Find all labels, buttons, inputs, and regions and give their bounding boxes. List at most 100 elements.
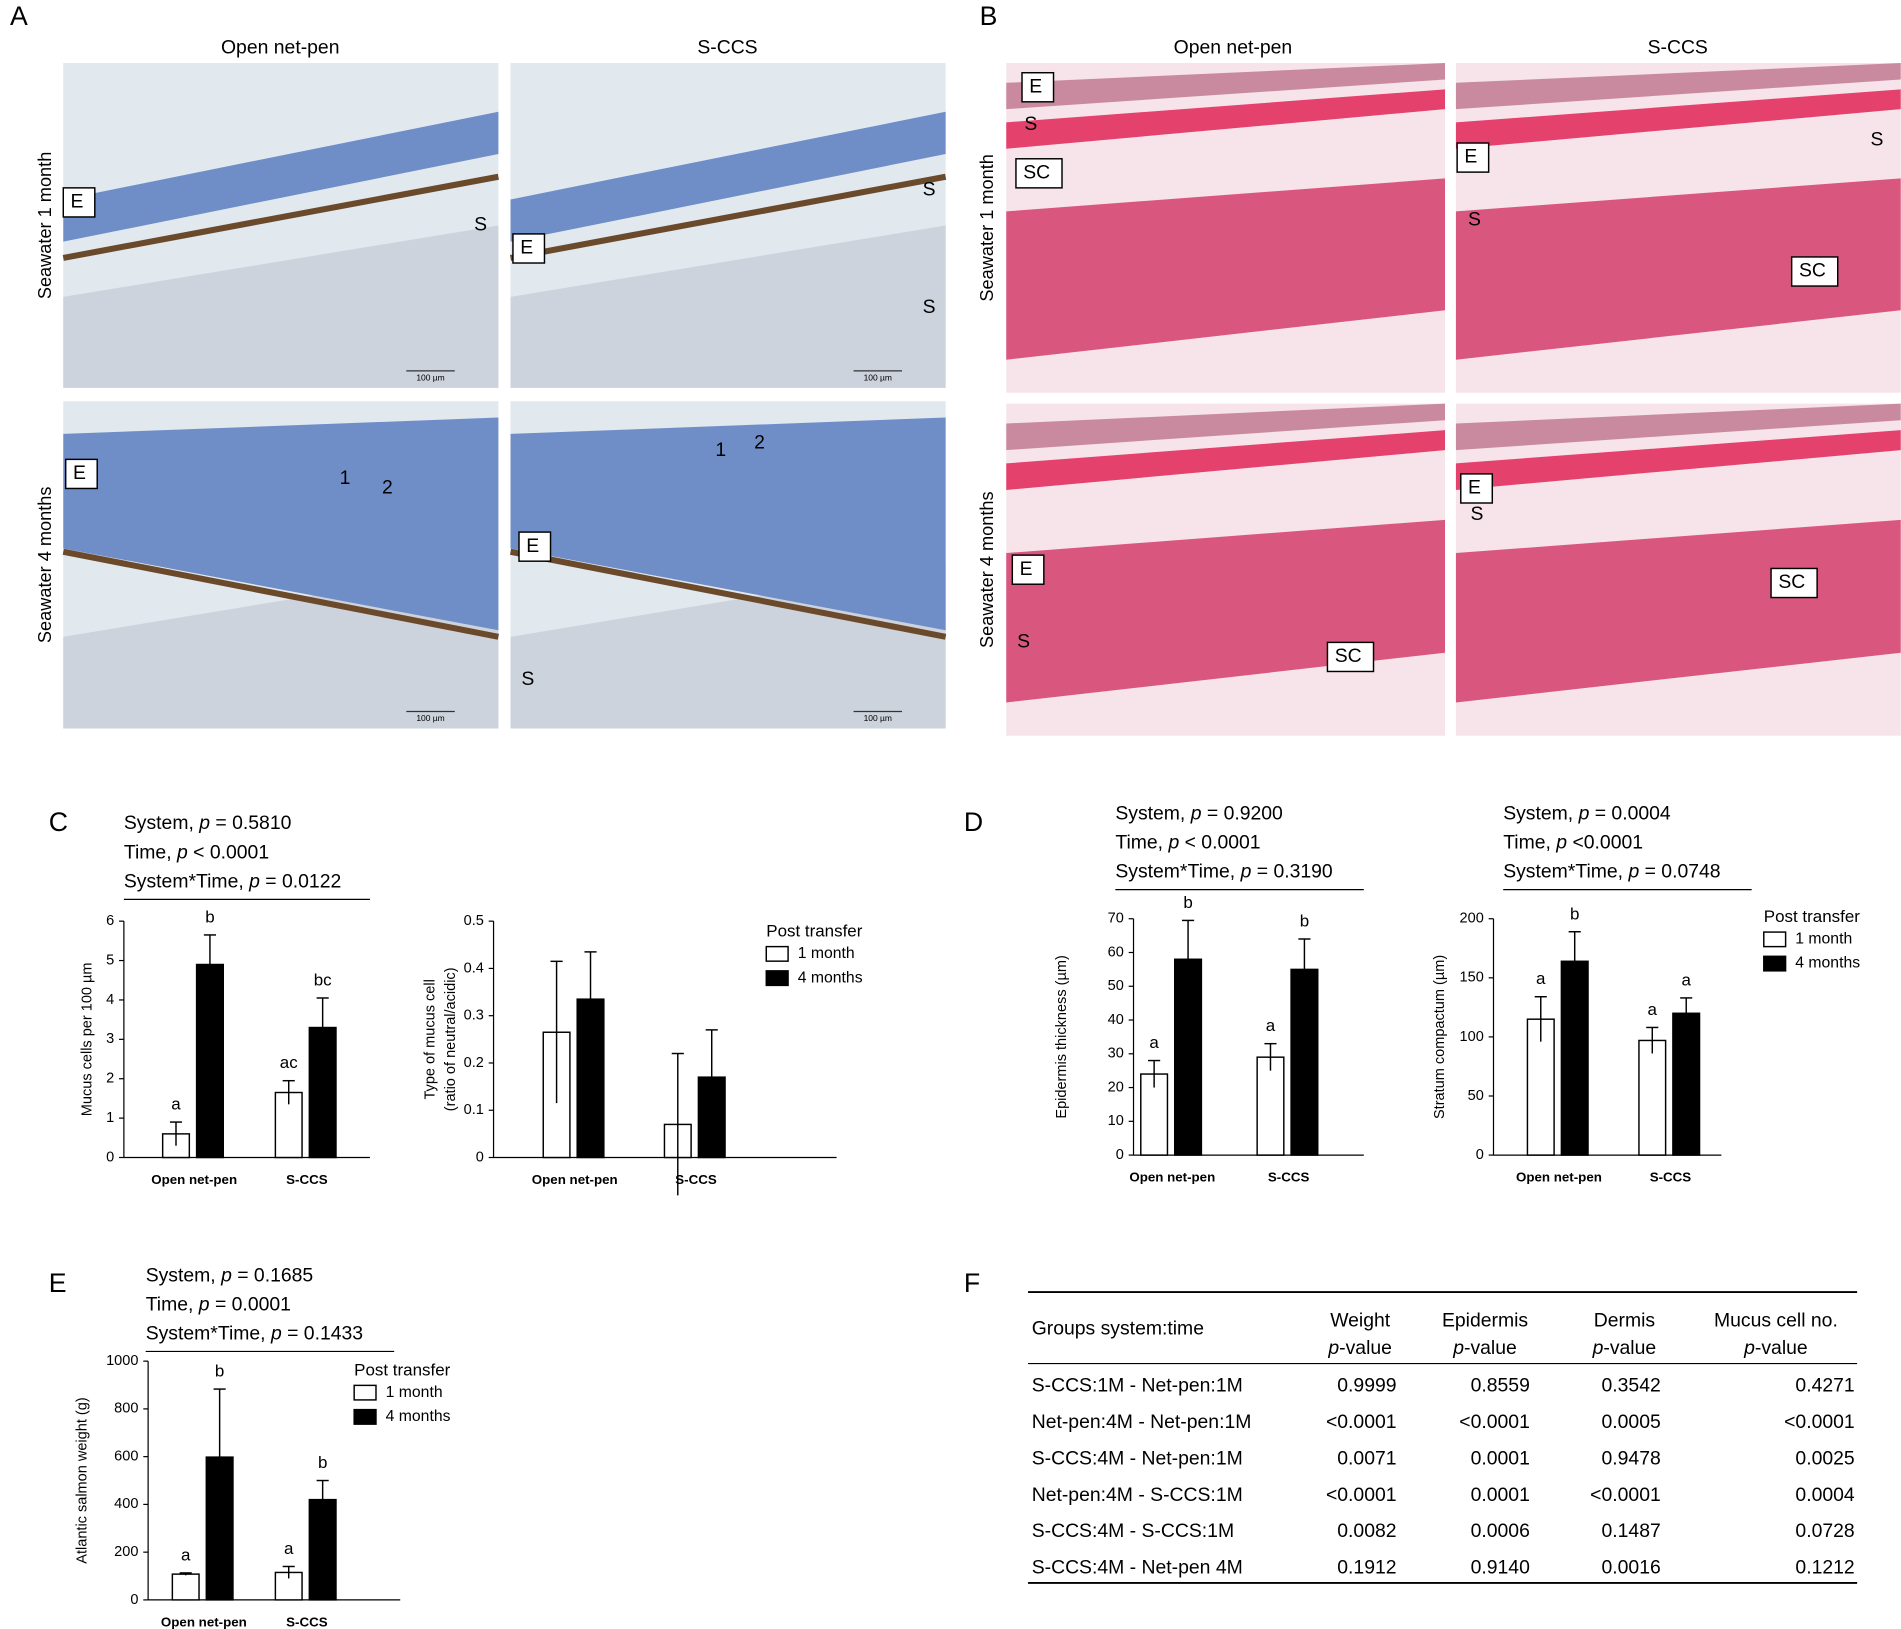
table-cell: 0.0006 [1471, 1520, 1530, 1542]
image-label: S [521, 668, 534, 690]
stats-line: System, p = 0.9200 [1115, 803, 1283, 825]
significance-letter: a [1648, 1000, 1658, 1019]
image-label: S [474, 214, 487, 236]
stats-term: System*Time, [124, 871, 249, 893]
y-tick-label: 50 [1108, 978, 1124, 994]
table-header: Dermis [1594, 1309, 1655, 1331]
panel-label: C [49, 807, 68, 837]
y-tick-label: 6 [106, 913, 114, 929]
tissue-muscle [1455, 178, 1901, 360]
stats-p: p [1240, 861, 1252, 883]
bar [205, 1456, 234, 1601]
tissue-scale [1455, 430, 1901, 490]
table-header: p-value [1592, 1337, 1657, 1359]
significance-letter: a [1149, 1033, 1159, 1052]
table-cell: S-CCS:1M - Net-pen:1M [1032, 1375, 1243, 1397]
stats-term: Time, [124, 841, 177, 863]
tissue-scale [1006, 89, 1446, 149]
stats-p: p [1578, 803, 1590, 825]
image-label: E [1464, 146, 1477, 168]
micrograph [1006, 63, 1446, 393]
image-label: S [1870, 129, 1883, 151]
stats-value: = 0.0748 [1639, 861, 1720, 883]
significance-letter: bc [314, 970, 332, 989]
bar [1256, 1056, 1285, 1156]
y-axis-label: Epidermis thickness (µm) [1054, 955, 1070, 1118]
label-box [1011, 554, 1045, 585]
bar [1290, 968, 1319, 1156]
p-symbol: p [1452, 1337, 1464, 1359]
significance-letter: a [284, 1539, 294, 1558]
stats-value: < 0.0001 [188, 841, 269, 863]
micrograph [62, 401, 499, 729]
stats-p: p [198, 1294, 210, 1316]
tissue-border [62, 548, 499, 640]
legend-swatch [765, 945, 789, 962]
stats-line: System, p = 0.5810 [124, 812, 292, 834]
stats-line: Time, p < 0.0001 [124, 841, 269, 863]
bar [697, 1076, 726, 1159]
micrograph [62, 63, 499, 388]
y-tick-label: 60 [1108, 944, 1124, 960]
y-axis-label: Stratum compactum (µm) [1432, 955, 1448, 1119]
table-cell: 0.0016 [1601, 1557, 1660, 1579]
x-tick-label: Open net-pen [151, 1172, 237, 1187]
stats-value: <0.0001 [1567, 832, 1643, 854]
significance-letter: a [1536, 969, 1546, 988]
stats-value: = 0.0122 [260, 871, 341, 893]
table-header: Mucus cell no. [1714, 1309, 1838, 1331]
stats-term: System, [1115, 803, 1190, 825]
legend-label: 4 months [386, 1408, 451, 1425]
image-label: 2 [382, 477, 393, 499]
label-box [62, 187, 96, 218]
tissue-border [509, 173, 947, 261]
micrograph [509, 63, 947, 388]
x-tick-label: S-CCS [286, 1614, 328, 1629]
tissue-epidermis [1006, 403, 1446, 451]
tissue-dermis [510, 225, 946, 388]
row-header: Seawater 1 month [977, 154, 997, 301]
table-cell: 0.4271 [1795, 1375, 1854, 1397]
stats-p: p [1627, 861, 1639, 883]
image-label: E [1029, 75, 1042, 97]
tissue-epidermis [510, 417, 946, 631]
legend-swatch [1763, 955, 1787, 972]
image-label: S [1024, 113, 1037, 135]
table-cell: 0.9478 [1601, 1447, 1660, 1469]
image-label: 2 [754, 432, 765, 454]
y-tick-label: 1000 [106, 1353, 138, 1369]
stats-term: System, [1503, 803, 1578, 825]
panel-label: E [49, 1268, 67, 1298]
stats-value: = 0.3190 [1251, 861, 1333, 883]
legend-label: 1 month [1795, 930, 1852, 947]
legend-title: Post transfer [1764, 907, 1860, 926]
bar [1140, 1073, 1169, 1156]
stats-p: p [220, 1264, 232, 1286]
stats-line: System, p = 0.0004 [1503, 803, 1671, 825]
stats-term: Time, [1115, 832, 1168, 854]
y-tick-label: 3 [106, 1031, 114, 1047]
legend-swatch [353, 1384, 377, 1401]
tissue-scale [1455, 89, 1901, 149]
significance-letter: b [1570, 904, 1579, 923]
table-cell: <0.0001 [1326, 1411, 1397, 1433]
stats-term: System, [146, 1264, 221, 1286]
p-suffix: -value [1603, 1337, 1656, 1359]
table-cell: S-CCS:4M - Net-pen 4M [1032, 1557, 1243, 1579]
stats-line: System*Time, p = 0.3190 [1115, 861, 1333, 883]
y-axis-label: Type of mucus cell [422, 979, 438, 1099]
image-label: E [526, 535, 539, 557]
y-tick-label: 2 [106, 1071, 114, 1087]
tissue-epidermis [1455, 63, 1901, 110]
table-cell: 0.0001 [1471, 1447, 1530, 1469]
y-tick-label: 1 [106, 1110, 114, 1126]
label-box [1790, 256, 1839, 287]
legend-label: 1 month [386, 1384, 443, 1401]
tissue-muscle [1455, 519, 1901, 703]
label-box [1021, 71, 1055, 103]
image-label: SC [1023, 161, 1050, 183]
stats-value: = 0.9200 [1201, 803, 1283, 825]
table-cell: 0.0025 [1795, 1447, 1854, 1469]
panel-label: A [10, 1, 28, 31]
